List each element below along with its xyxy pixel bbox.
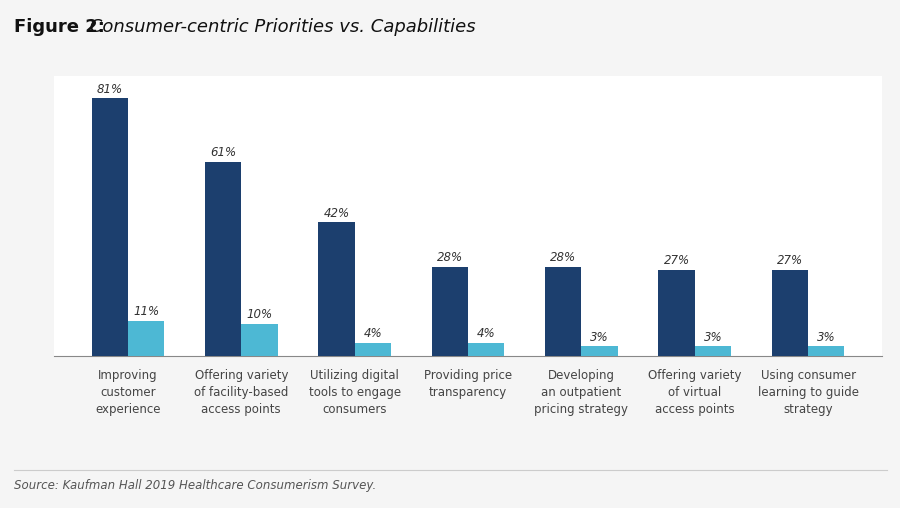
Bar <box>128 321 164 356</box>
Text: 10%: 10% <box>247 308 273 321</box>
Text: 3%: 3% <box>704 331 722 343</box>
Bar <box>92 99 128 356</box>
Bar <box>241 324 277 356</box>
Bar <box>205 162 241 356</box>
Text: Consumer-centric Priorities vs. Capabilities: Consumer-centric Priorities vs. Capabili… <box>84 18 475 36</box>
Bar <box>468 343 504 356</box>
Text: 28%: 28% <box>436 251 463 264</box>
Bar <box>772 270 808 356</box>
Bar <box>319 222 355 356</box>
Text: 28%: 28% <box>550 251 576 264</box>
Bar <box>355 343 391 356</box>
Bar <box>581 346 617 356</box>
Text: 4%: 4% <box>477 327 496 340</box>
Bar <box>808 346 844 356</box>
Text: Source: Kaufman Hall 2019 Healthcare Consumerism Survey.: Source: Kaufman Hall 2019 Healthcare Con… <box>14 479 376 492</box>
Text: 4%: 4% <box>364 327 382 340</box>
Text: 3%: 3% <box>817 331 835 343</box>
Bar <box>659 270 695 356</box>
Text: 27%: 27% <box>777 255 803 267</box>
Text: 11%: 11% <box>133 305 159 318</box>
Text: 81%: 81% <box>96 83 122 96</box>
Text: 42%: 42% <box>323 207 349 219</box>
Bar <box>695 346 731 356</box>
Text: 61%: 61% <box>210 146 236 160</box>
Bar <box>545 267 581 356</box>
Text: 3%: 3% <box>590 331 608 343</box>
Bar <box>432 267 468 356</box>
Text: 27%: 27% <box>663 255 689 267</box>
Text: Figure 2:: Figure 2: <box>14 18 104 36</box>
